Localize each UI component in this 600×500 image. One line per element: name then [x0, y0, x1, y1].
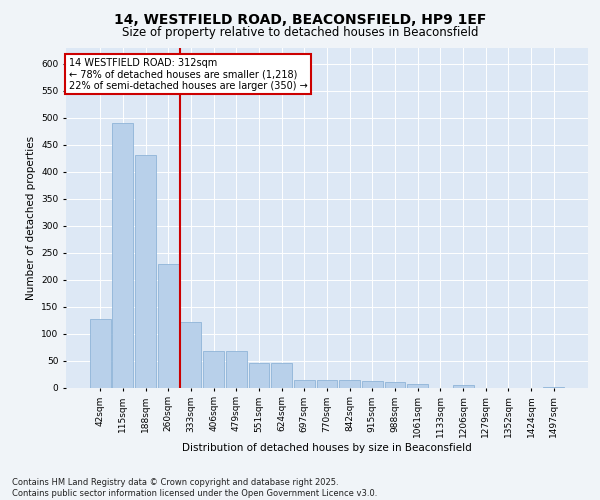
Text: 14, WESTFIELD ROAD, BEACONSFIELD, HP9 1EF: 14, WESTFIELD ROAD, BEACONSFIELD, HP9 1E…	[114, 12, 486, 26]
Text: Size of property relative to detached houses in Beaconsfield: Size of property relative to detached ho…	[122, 26, 478, 39]
Bar	[203, 351, 224, 388]
Bar	[90, 319, 110, 388]
Bar	[385, 382, 406, 388]
Bar	[181, 322, 202, 388]
Bar	[294, 380, 315, 388]
Y-axis label: Number of detached properties: Number of detached properties	[26, 136, 35, 300]
X-axis label: Distribution of detached houses by size in Beaconsfield: Distribution of detached houses by size …	[182, 443, 472, 453]
Text: 14 WESTFIELD ROAD: 312sqm
← 78% of detached houses are smaller (1,218)
22% of se: 14 WESTFIELD ROAD: 312sqm ← 78% of detac…	[68, 58, 307, 91]
Bar	[317, 380, 337, 388]
Bar	[112, 123, 133, 388]
Bar	[226, 351, 247, 388]
Text: Contains HM Land Registry data © Crown copyright and database right 2025.
Contai: Contains HM Land Registry data © Crown c…	[12, 478, 377, 498]
Bar	[248, 363, 269, 388]
Bar	[158, 264, 179, 388]
Bar	[407, 384, 428, 388]
Bar	[362, 381, 383, 388]
Bar	[135, 156, 156, 388]
Bar	[452, 385, 473, 388]
Bar	[271, 363, 292, 388]
Bar	[339, 380, 360, 388]
Bar	[544, 387, 564, 388]
